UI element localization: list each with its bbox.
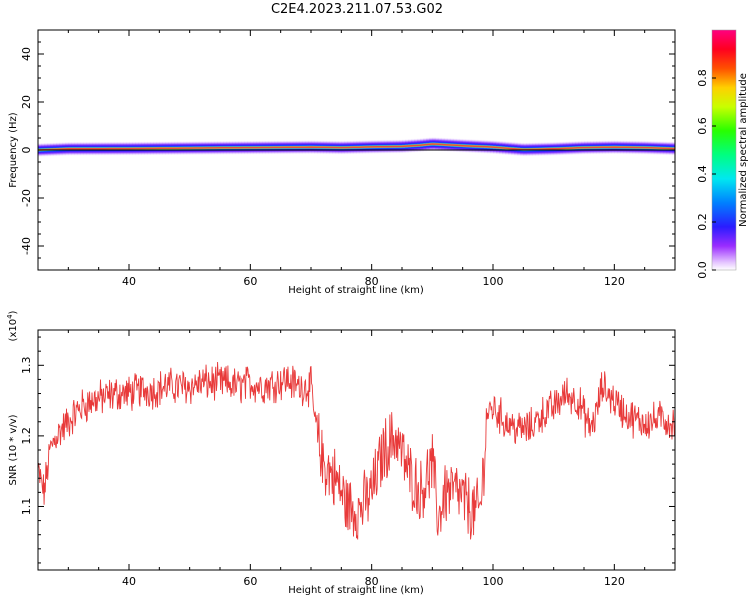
spectrogram-x-tick-label: 100 bbox=[483, 275, 504, 288]
snr-line-group bbox=[38, 361, 675, 540]
snr-series-line bbox=[38, 361, 675, 540]
colorbar-tick-label: 0.0 bbox=[696, 261, 709, 279]
spectrogram-y-ticks: 40 20 0 -20 -40 bbox=[20, 29, 675, 271]
spectrogram-y-tick-label: -20 bbox=[20, 189, 33, 207]
colorbar-tick-label: 0.6 bbox=[696, 117, 709, 135]
spectrogram-y-axis-label: Frequency (Hz) bbox=[8, 112, 19, 188]
page-title: C2E4.2023.211.07.53.G02 bbox=[270, 2, 444, 17]
spectrogram-y-tick-label: 0 bbox=[20, 147, 33, 154]
spectral-band bbox=[38, 136, 675, 158]
colorbar-ticks: 0.0 0.2 0.4 0.6 0.8 bbox=[696, 69, 716, 279]
colorbar-label: Normalized spectral amplitude bbox=[738, 73, 749, 227]
colorbar-tick-label: 0.2 bbox=[696, 213, 709, 231]
spectrogram-x-tick-label: 40 bbox=[122, 275, 136, 288]
spectral-band-core bbox=[38, 143, 675, 151]
snr-y-tick-label: 1.3 bbox=[20, 357, 33, 375]
spectrogram-y-tick-label: -40 bbox=[20, 237, 33, 255]
snr-y-scale-note: (x104) bbox=[6, 310, 19, 341]
snr-y-axis-label: SNR (10 * v/v) bbox=[8, 414, 19, 485]
spectrogram-x-tick-label: 120 bbox=[604, 275, 625, 288]
colorbar-gradient bbox=[712, 30, 736, 270]
snr-y-tick-label: 1.2 bbox=[20, 427, 33, 445]
spectrogram-x-tick-label: 60 bbox=[243, 275, 257, 288]
spectrogram-panel: 40 60 80 100 120 40 20 0 -20 -40 Height of strai… bbox=[8, 29, 676, 296]
spectrogram-x-tick-label: 80 bbox=[365, 275, 379, 288]
spectrogram-y-tick-label: 40 bbox=[20, 47, 33, 61]
snr-x-tick-label: 100 bbox=[483, 575, 504, 588]
snr-y-tick-label: 1.1 bbox=[20, 498, 33, 516]
snr-x-axis-label: Height of straight line (km) bbox=[288, 585, 424, 596]
snr-y-ticks: 1.1 1.2 1.3 bbox=[20, 336, 675, 564]
snr-panel: 40 60 80 100 120 1.1 1.2 1.3 Height of straigh… bbox=[6, 310, 676, 596]
snr-x-tick-label: 40 bbox=[122, 575, 136, 588]
snr-x-tick-label: 120 bbox=[604, 575, 625, 588]
snr-x-ticks: 40 60 80 100 120 bbox=[37, 330, 676, 588]
colorbar-frame bbox=[711, 29, 737, 271]
spectrogram-y-tick-label: 20 bbox=[20, 95, 33, 109]
colorbar-tick-label: 0.8 bbox=[696, 69, 709, 87]
colorbar-tick-label: 0.4 bbox=[696, 165, 709, 183]
spectrogram-x-ticks: 40 60 80 100 120 bbox=[37, 30, 676, 288]
spectrogram-x-axis-label: Height of straight line (km) bbox=[288, 285, 424, 296]
snr-x-tick-label: 60 bbox=[243, 575, 257, 588]
colorbar: 0.0 0.2 0.4 0.6 0.8 Normalized spectral ampl… bbox=[696, 29, 749, 279]
snr-x-tick-label: 80 bbox=[365, 575, 379, 588]
